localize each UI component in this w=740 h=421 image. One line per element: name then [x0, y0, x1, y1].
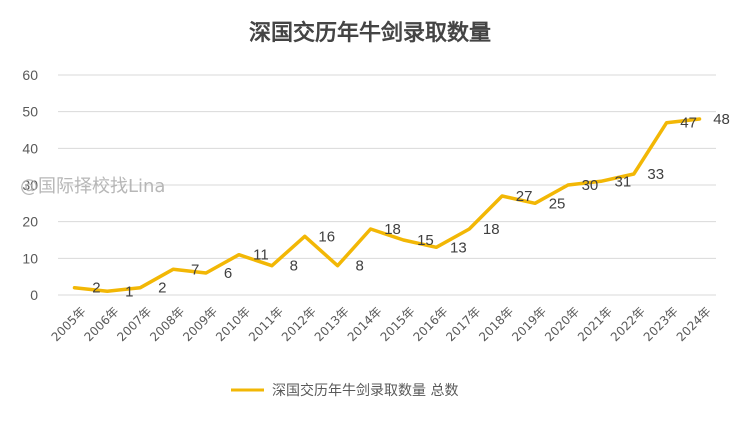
series-line [72, 117, 702, 294]
data-label: 18 [483, 221, 500, 238]
gridlines [58, 74, 716, 296]
y-tick-label: 50 [22, 104, 38, 120]
y-tick-label: 20 [22, 214, 38, 230]
data-label: 18 [384, 221, 401, 238]
legend-label: 深国交历年牛剑录取数量 总数 [272, 382, 458, 399]
x-tick-label: 2011年 [246, 304, 286, 344]
x-tick-label: 2023年 [641, 304, 681, 344]
x-tick-label: 2018年 [476, 304, 516, 344]
x-tick-label: 2012年 [279, 304, 319, 344]
data-label: 16 [318, 228, 335, 245]
x-tick-label: 2013年 [312, 304, 352, 344]
y-tick-label: 10 [22, 250, 38, 266]
x-tick-label: 2007年 [114, 304, 154, 344]
data-label: 8 [290, 258, 298, 275]
chart-title: 深国交历年牛剑录取数量 [249, 20, 491, 46]
data-label: 2 [92, 280, 100, 297]
x-tick-label: 2019年 [509, 304, 549, 344]
data-label: 30 [582, 177, 599, 194]
x-tick-label: 2015年 [378, 304, 418, 344]
x-tick-label: 2024年 [674, 304, 714, 344]
x-tick-label: 2021年 [575, 304, 615, 344]
x-tick-label: 2006年 [81, 304, 121, 344]
data-label: 47 [680, 115, 697, 132]
data-label: 7 [191, 261, 199, 278]
x-tick-label: 2017年 [443, 304, 483, 344]
data-label: 6 [224, 265, 232, 282]
data-label: 15 [417, 232, 434, 249]
series-group [72, 117, 702, 294]
data-label: 8 [355, 258, 363, 275]
data-label: 25 [549, 195, 566, 212]
y-tick-label: 60 [22, 67, 38, 83]
data-label: 33 [647, 166, 664, 183]
y-tick-label: 40 [22, 140, 38, 156]
watermark-text: @国际择校找Lina [20, 176, 165, 197]
data-label: 48 [713, 111, 730, 128]
y-tick-label: 0 [30, 287, 38, 303]
x-tick-label: 2016年 [410, 304, 450, 344]
legend: 深国交历年牛剑录取数量 总数 [231, 382, 458, 399]
x-tick-label: 2008年 [147, 304, 187, 344]
y-tick-label: 30 [22, 177, 38, 193]
x-tick-label: 2005年 [49, 304, 89, 344]
data-label: 2 [158, 280, 166, 297]
x-axis-ticks: 2005年2006年2007年2008年2009年2010年2011年2012年… [49, 304, 714, 344]
x-tick-label: 2022年 [608, 304, 648, 344]
data-label: 11 [253, 247, 269, 264]
x-tick-label: 2014年 [345, 304, 385, 344]
data-label: 27 [516, 188, 533, 205]
data-label: 31 [615, 173, 632, 190]
x-tick-label: 2020年 [542, 304, 582, 344]
x-tick-label: 2010年 [213, 304, 253, 344]
data-label: 1 [125, 283, 133, 300]
data-label: 13 [450, 239, 467, 256]
y-axis-ticks: 0 10 20 30 40 50 60 [22, 67, 38, 303]
x-tick-label: 2009年 [180, 304, 220, 344]
